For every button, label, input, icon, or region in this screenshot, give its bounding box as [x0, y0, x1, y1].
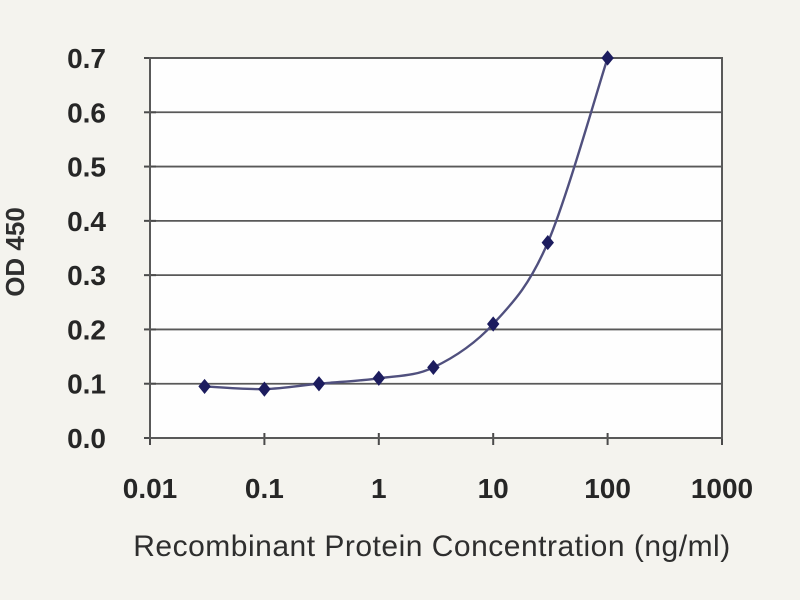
y-tick-label: 0.0 [67, 423, 106, 454]
y-axis-tick-labels: 0.0 0.1 0.2 0.3 0.4 0.5 0.6 0.7 [67, 43, 106, 454]
x-tick-label: 0.01 [123, 473, 178, 504]
x-tick-label: 0.1 [245, 473, 284, 504]
y-tick-label: 0.4 [67, 206, 106, 237]
data-point-marker [601, 50, 614, 66]
data-point-marker [372, 370, 385, 386]
x-tick-label: 1000 [691, 473, 753, 504]
series-markers [198, 50, 614, 397]
x-axis-title: Recombinant Protein Concentration (ng/ml… [133, 530, 730, 563]
x-axis-tick-labels: 0.01 0.1 1 10 100 1000 [123, 473, 753, 504]
x-tick-label: 10 [478, 473, 509, 504]
data-point-marker [427, 359, 440, 376]
data-point-marker [312, 376, 326, 392]
data-point-marker [487, 316, 500, 332]
y-tick-label: 0.7 [67, 43, 106, 74]
data-point-marker [258, 381, 271, 397]
y-axis-title: OD 450 [0, 207, 30, 297]
y-tick-label: 0.3 [67, 260, 106, 291]
data-point-marker [198, 378, 211, 395]
plot-border [149, 57, 723, 439]
x-tick-label: 1 [371, 473, 387, 504]
y-tick-label: 0.2 [67, 314, 106, 345]
gridlines [150, 57, 722, 439]
x-tick-label: 100 [584, 473, 631, 504]
y-tick-label: 0.1 [67, 369, 106, 400]
data-point-marker [541, 234, 554, 251]
y-tick-label: 0.6 [67, 97, 106, 128]
y-tick-label: 0.5 [67, 152, 106, 183]
plot-area [150, 58, 722, 438]
